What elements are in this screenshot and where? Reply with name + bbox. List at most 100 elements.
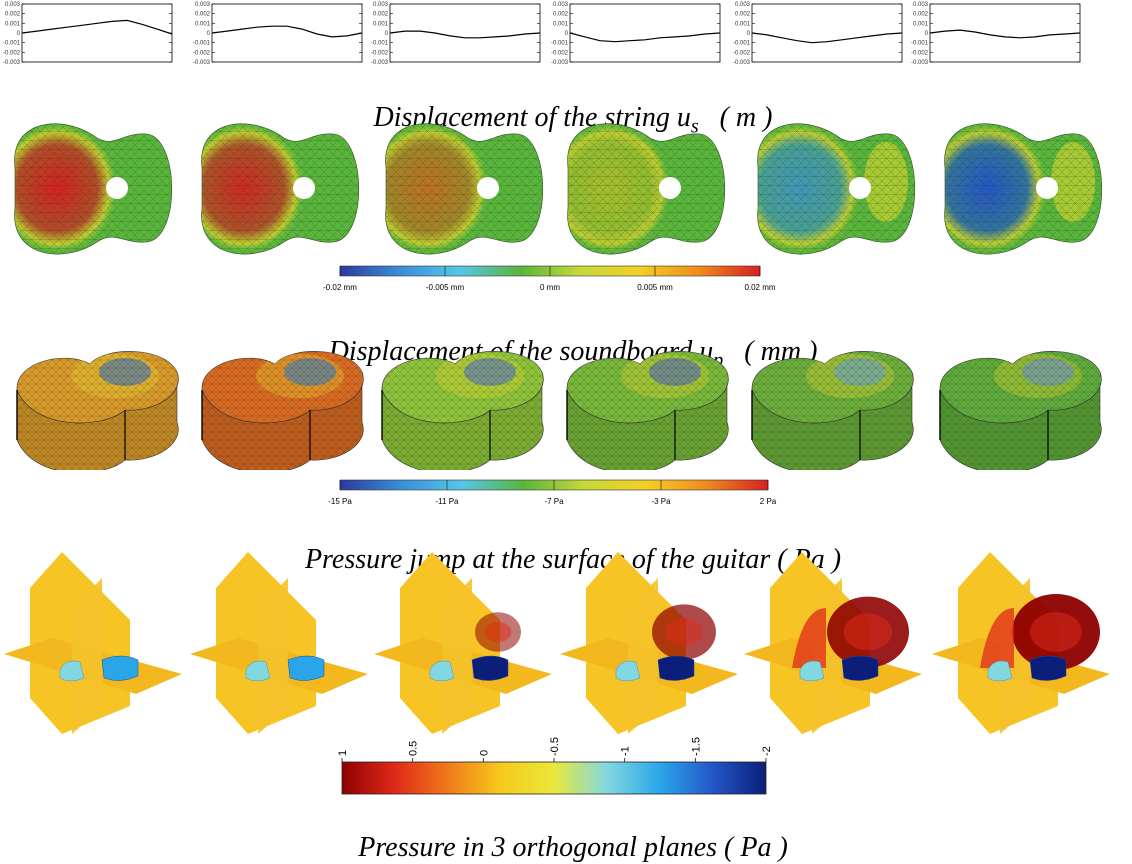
guitar-low-pressure [245, 660, 271, 682]
string-plots-row: 0.003 0.002 0.001 0 -0.001 -0.002 -0.003 0.003… [0, 0, 1132, 70]
colorbar-label: -7 Pa [544, 497, 564, 506]
y-tick-label: -0.001 [911, 41, 929, 47]
caption-pressure-planes: Pressure in 3 orthogonal planes ( Pa ) [358, 832, 788, 863]
colorbar-label: -0.005 mm [426, 283, 465, 292]
y-tick-label: 0 [207, 31, 211, 37]
colorbar-label: -0.5 [549, 737, 561, 756]
sound-hole [849, 177, 871, 199]
colorbar-label: 0.5 [408, 741, 420, 756]
string-plot-3: 0.003 0.002 0.001 0 -0.001 -0.002 -0.003 [368, 0, 550, 66]
colorbar-label: 0.02 mm [744, 283, 775, 292]
sound-hole [1036, 177, 1058, 199]
vertical-plane [628, 578, 658, 734]
string-plot-4: 0.003 0.002 0.001 0 -0.001 -0.002 -0.003 [548, 0, 730, 66]
sound-hole [106, 177, 128, 199]
pressure-jump-row [0, 340, 1132, 474]
guitar-body-panel [381, 351, 544, 474]
colorbar-label: 0.005 mm [637, 283, 673, 292]
pressure-planes-panel [374, 552, 552, 734]
pressure-field [980, 608, 1014, 668]
y-tick-label: 0.002 [913, 12, 929, 18]
guitar-body-panel [566, 351, 729, 474]
pressure-planes-panel [190, 552, 368, 734]
y-tick-label: -0.002 [551, 50, 569, 56]
guitar-low-pressure [615, 660, 641, 682]
y-tick-label: 0 [925, 31, 929, 37]
guitar-low-pressure [59, 660, 85, 682]
y-tick-label: 0.001 [373, 21, 389, 27]
plot-frame [389, 3, 541, 63]
string-displacement-line [751, 32, 903, 44]
y-tick-label: -0.002 [733, 50, 751, 56]
y-tick-label: 0.003 [373, 2, 389, 8]
pressure-planes-panel [744, 552, 922, 734]
y-tick-label: 0.003 [913, 2, 929, 8]
string-plot-5: 0.003 0.002 0.001 0 -0.001 -0.002 -0.003 [730, 0, 912, 66]
string-displacement-line [21, 19, 173, 35]
pressure-planes-panel [932, 552, 1110, 734]
y-tick-label: 0.002 [5, 12, 21, 18]
pressure-field [843, 613, 893, 651]
y-tick-label: 0.001 [735, 21, 751, 27]
pressure-jump-colorbar: -15 Pa -11 Pa -7 Pa -3 Pa 2 Pa [0, 474, 1132, 508]
pressure-planes-panel [560, 552, 738, 734]
y-tick-label: 0.002 [195, 12, 211, 18]
y-tick-label: 0 [385, 31, 389, 37]
guitar-low-pressure [287, 655, 325, 681]
string-displacement-line [211, 25, 363, 38]
guitar-body-panel [939, 351, 1102, 474]
soundboard-row [0, 118, 1132, 268]
colorbar-label: -3 Pa [651, 497, 671, 506]
guitar-low-pressure [101, 655, 139, 681]
y-tick-label: -0.001 [551, 41, 569, 47]
y-tick-label: -0.003 [551, 60, 569, 66]
colorbar-gradient [341, 761, 767, 795]
colorbar-label: -11 Pa [436, 497, 460, 506]
colorbar-label: -2 [761, 746, 773, 756]
colorbar-label: -0.02 mm [323, 283, 357, 292]
sound-hole [659, 177, 681, 199]
pressure-planes-panel [4, 552, 182, 734]
y-tick-label: 0.003 [5, 2, 21, 8]
vertical-plane [258, 578, 288, 734]
pressure-field [484, 621, 512, 643]
string-displacement-line [929, 29, 1081, 39]
y-tick-label: 0.003 [195, 2, 211, 8]
y-tick-label: 0.001 [913, 21, 929, 27]
pressure-field [792, 608, 826, 668]
caption-string-displacement: Displacement of the string us ( m ) [373, 102, 773, 138]
guitar-low-pressure [471, 655, 509, 681]
colorbar-label: 0 [478, 750, 490, 756]
string-plot-1: 0.003 0.002 0.001 0 -0.001 -0.002 -0.003 [0, 0, 182, 66]
soundboard-panel [757, 123, 915, 255]
guitar-low-pressure [987, 660, 1013, 682]
string-plot-6: 0.003 0.002 0.001 0 -0.001 -0.002 -0.003 [908, 0, 1090, 66]
y-tick-label: 0.003 [553, 2, 569, 8]
plot-frame [929, 3, 1081, 63]
soundboard-panel [201, 123, 359, 255]
y-tick-label: -0.001 [371, 41, 389, 47]
soundboard-panel [567, 123, 725, 255]
vertical-plane [442, 578, 472, 734]
guitar-body-panel [201, 351, 364, 474]
planes-colorbar: 1 0.5 0 -0.5 -1 -1.5 -2 [0, 734, 1132, 796]
colorbar-label: -1 [620, 746, 632, 756]
y-tick-label: -0.003 [193, 60, 211, 66]
string-displacement-line [389, 30, 541, 39]
y-tick-label: 0.001 [5, 21, 21, 27]
y-tick-label: 0.001 [195, 21, 211, 27]
string-displacement-line [569, 32, 721, 43]
y-tick-label: -0.001 [733, 41, 751, 47]
y-tick-label: -0.003 [911, 60, 929, 66]
y-tick-label: 0 [565, 31, 569, 37]
y-tick-label: 0.001 [553, 21, 569, 27]
y-tick-label: -0.002 [193, 50, 211, 56]
y-tick-label: 0 [747, 31, 751, 37]
soundboard-colorbar: -0.02 mm -0.005 mm 0 mm 0.005 mm 0.02 mm [0, 264, 1132, 298]
plot-frame [751, 3, 903, 63]
y-tick-label: 0.003 [735, 2, 751, 8]
pressure-field [665, 617, 703, 647]
y-tick-label: 0.002 [735, 12, 751, 18]
guitar-body-panel [16, 351, 179, 474]
y-tick-label: 0.002 [373, 12, 389, 18]
